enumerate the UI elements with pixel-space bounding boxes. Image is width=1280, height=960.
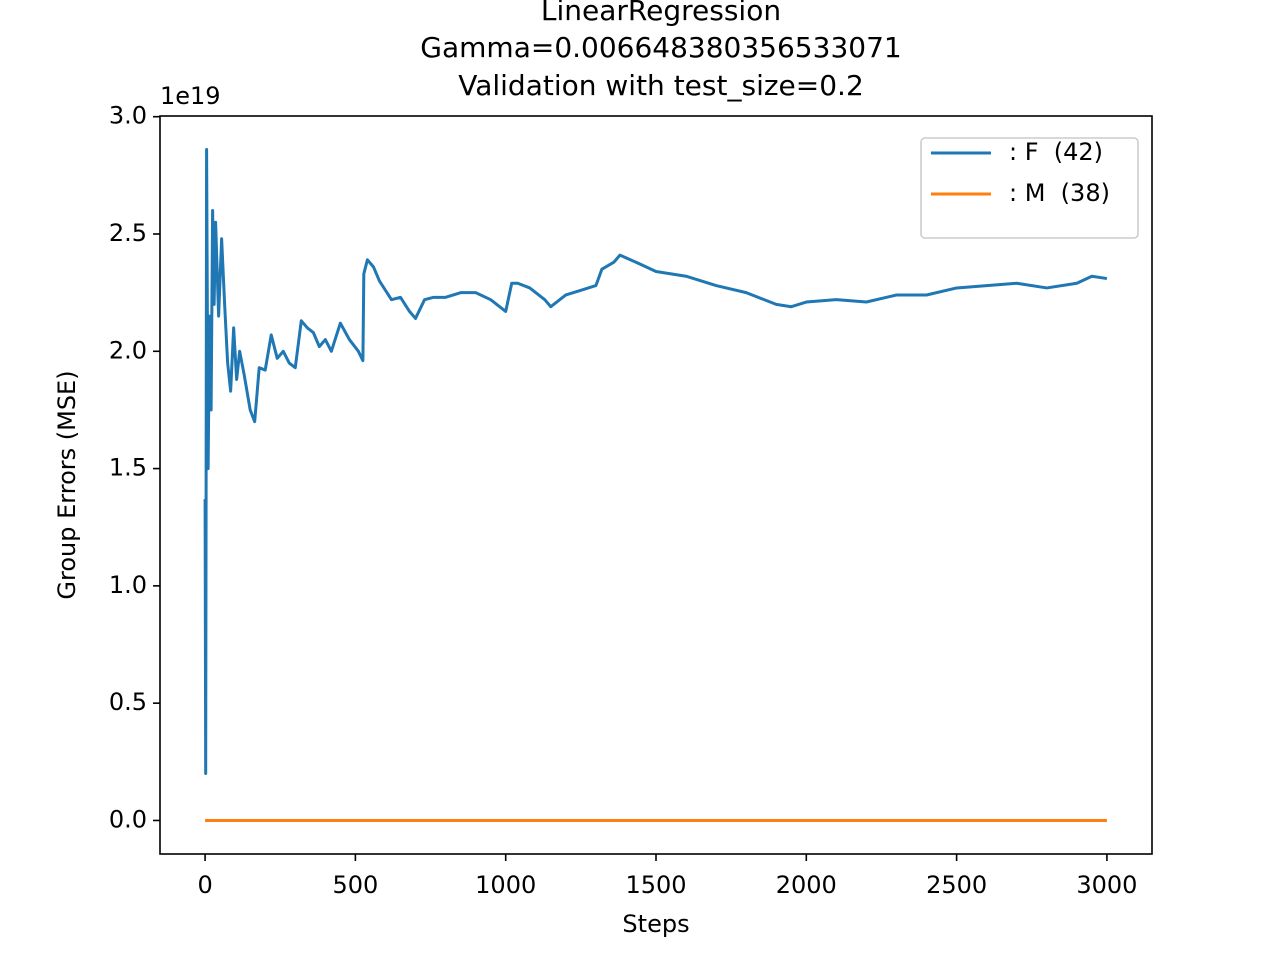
x-tick-label: 1000: [475, 871, 536, 899]
y-offset-label: 1e19: [160, 82, 221, 110]
chart-title: LinearRegression: [541, 0, 781, 27]
x-tick-label: 500: [332, 871, 378, 899]
x-axis-label: Steps: [622, 910, 689, 938]
x-tick-label: 3000: [1076, 871, 1137, 899]
x-tick-label: 1500: [625, 871, 686, 899]
y-tick-label: 1.0: [109, 571, 147, 599]
x-tick-label: 0: [197, 871, 212, 899]
axes-frame: [159, 115, 1153, 855]
y-tick-label: 1.5: [109, 454, 147, 482]
y-tick-label: 0.0: [109, 805, 147, 833]
y-tick-label: 3.0: [109, 102, 147, 130]
chart-title: Validation with test_size=0.2: [458, 69, 864, 102]
series-line: [203, 148, 1108, 776]
y-tick-label: 0.5: [109, 688, 147, 716]
chart-title: Gamma=0.006648380356533071: [420, 31, 901, 64]
x-tick-label: 2000: [776, 871, 837, 899]
x-tick-label: 2500: [926, 871, 987, 899]
y-axis-label: Group Errors (MSE): [53, 370, 81, 599]
y-tick-label: 2.0: [109, 336, 147, 364]
legend-box: [920, 137, 1139, 239]
legend-label: : F (42): [1009, 138, 1103, 166]
y-tick-label: 2.5: [109, 219, 147, 247]
legend-label: : M (38): [1009, 179, 1110, 207]
